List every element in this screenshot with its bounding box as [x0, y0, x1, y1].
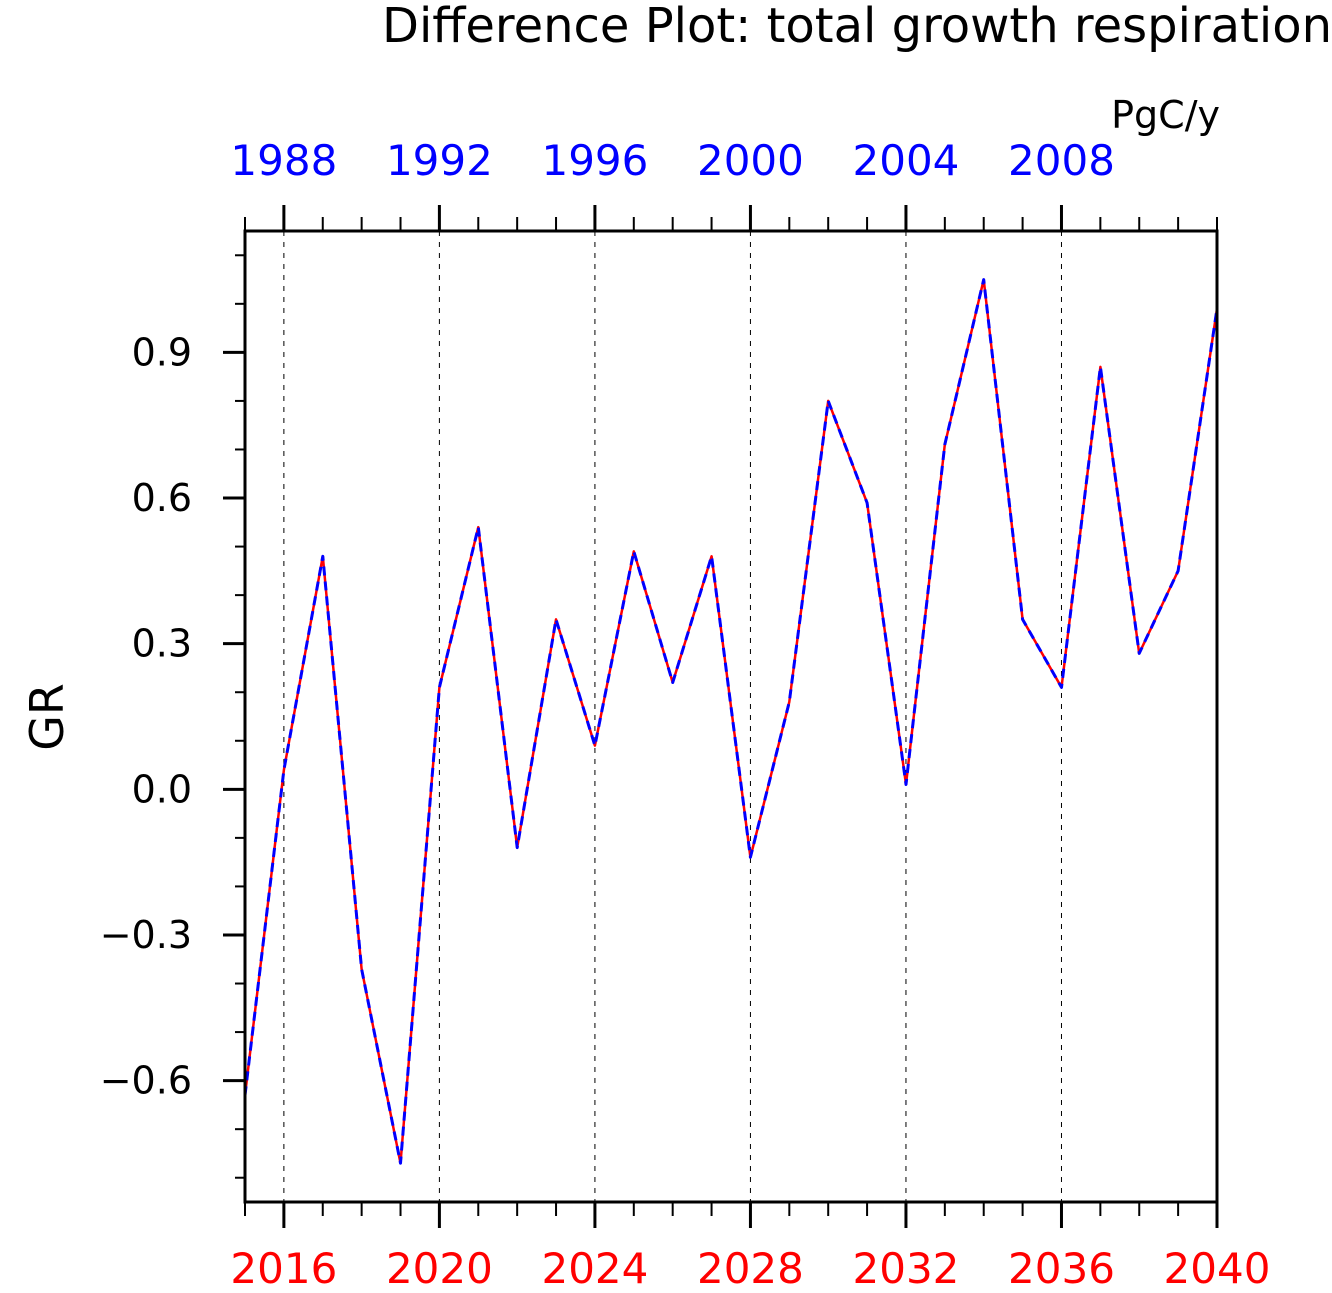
- x-tick-label: 2036: [1008, 1244, 1115, 1293]
- chart-title: Difference Plot: total growth respiratio…: [382, 0, 1332, 54]
- top-x-tick-labels: 1988 1992 1996 2000 2004 2008: [230, 136, 1114, 185]
- top-tick-label: 2004: [853, 136, 960, 185]
- top-tick-label: 2000: [697, 136, 804, 185]
- top-tick-label: 1996: [541, 136, 648, 185]
- grid-lines: [283, 231, 1062, 1202]
- top-tick-label: 1992: [386, 136, 493, 185]
- data-series: [243, 278, 1219, 1165]
- top-tick-label: 1988: [230, 136, 337, 185]
- x-tick-label: 2028: [697, 1244, 804, 1293]
- y-tick-label: 0.0: [132, 767, 192, 811]
- x-tick-label: 2024: [541, 1244, 648, 1293]
- y-tick-labels: −0.6 −0.3 0.0 0.3 0.6 0.9: [100, 330, 192, 1102]
- y-tick-label: −0.6: [100, 1059, 192, 1103]
- series-line-2: [243, 278, 1219, 1165]
- top-tick-label: 2008: [1008, 136, 1115, 185]
- y-tick-label: 0.3: [132, 622, 192, 666]
- y-axis-label: GR: [20, 683, 74, 751]
- x-tick-label: 2040: [1164, 1244, 1271, 1293]
- x-tick-label: 2016: [230, 1244, 337, 1293]
- series-line-1: [243, 278, 1219, 1165]
- y-tick-label: 0.6: [132, 476, 192, 520]
- bottom-x-tick-labels: 2016 2020 2024 2028 2032 2036 2040: [230, 1244, 1270, 1293]
- axis-ticks: [223, 205, 1219, 1228]
- units-label: PgC/y: [1111, 93, 1220, 137]
- y-tick-label: 0.9: [132, 330, 192, 374]
- x-tick-label: 2020: [386, 1244, 493, 1293]
- y-tick-label: −0.3: [100, 913, 192, 957]
- plot-frame: [243, 229, 1219, 1204]
- x-tick-label: 2032: [853, 1244, 960, 1293]
